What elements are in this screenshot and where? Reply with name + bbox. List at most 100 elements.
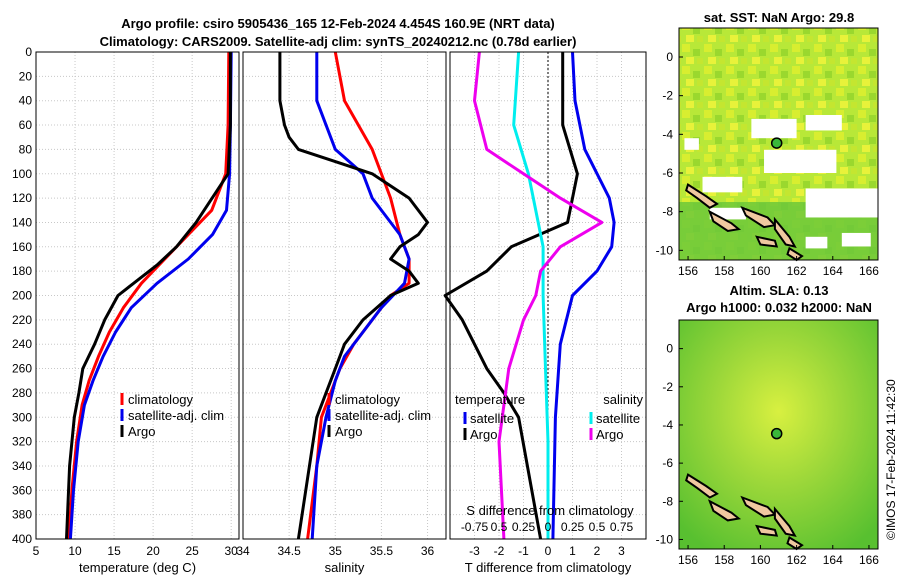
depth-tick-label: 140 <box>12 215 32 229</box>
x-tick-label: -2 <box>494 544 505 558</box>
x-tick-label: 35.5 <box>370 544 394 558</box>
missing-data-patch <box>841 232 871 247</box>
legend-label: satellite <box>470 411 514 426</box>
x-tick-label: -1 <box>518 544 529 558</box>
difference-panel: -3 -2 -1 0 1 2 3 S difference from climatology -… <box>443 51 647 575</box>
depth-tick-label: 120 <box>12 191 32 205</box>
land-island <box>685 183 719 209</box>
series-line <box>551 51 616 540</box>
lat-tick-label: -6 <box>662 456 673 470</box>
legend-label: Argo <box>335 424 362 439</box>
depth-tick-label: 0 <box>25 45 32 59</box>
lat-tick-label: -8 <box>662 205 673 219</box>
x-tick-label: 0 <box>545 544 552 558</box>
depth-tick-label: 260 <box>12 362 32 376</box>
argo-position-marker <box>770 137 783 149</box>
x-tick-label: -3 <box>469 544 480 558</box>
x-tick-label: 3 <box>618 544 625 558</box>
lon-tick-label: 156 <box>678 264 698 278</box>
missing-data-patch <box>709 207 746 220</box>
lon-tick-label: 166 <box>859 553 879 567</box>
x-tick-label: 1 <box>569 544 576 558</box>
sla-map: Altim. SLA: 0.13 Argo h1000: 0.032 h2000:… <box>656 283 880 567</box>
x-tick-label: 36 <box>421 544 435 558</box>
depth-tick-label: 200 <box>12 289 32 303</box>
land-island <box>755 524 779 537</box>
sst-map: sat. SST: NaN Argo: 29.8 156 158 160 162 164 1… <box>656 10 880 278</box>
legend-label: climatology <box>128 392 194 407</box>
missing-data-patch <box>805 188 878 218</box>
legend-label: satellite-adj. clim <box>128 408 224 423</box>
lat-tick-label: -2 <box>662 89 673 103</box>
map-frame <box>678 27 879 261</box>
missing-data-patch <box>751 118 797 139</box>
s-tick-label: 0.75 <box>610 520 634 534</box>
legend-title: salinity <box>603 392 643 407</box>
x-tick-label: 10 <box>68 544 82 558</box>
s-tick-label: -0.75 <box>461 520 489 534</box>
series-line <box>278 52 429 540</box>
land-island <box>707 499 742 522</box>
legend-label: climatology <box>335 392 401 407</box>
legend-label: satellite <box>596 411 640 426</box>
depth-tick-label: 240 <box>12 337 32 351</box>
x-tick-label: 34.5 <box>277 544 301 558</box>
sla-map-title-line2: Argo h1000: 0.032 h2000: NaN <box>686 300 872 315</box>
x-tick-label: 30 <box>225 544 239 558</box>
lon-tick-label: 162 <box>787 553 807 567</box>
depth-tick-label: 20 <box>19 69 33 83</box>
x-axis-label: salinity <box>325 560 365 575</box>
x-tick-label: 2 <box>594 544 601 558</box>
lat-tick-label: -2 <box>662 380 673 394</box>
s-tick-label: 0 <box>545 520 552 534</box>
depth-tick-label: 40 <box>19 94 33 108</box>
lon-tick-label: 160 <box>750 264 770 278</box>
lat-tick-label: -4 <box>662 127 673 141</box>
temperature-panel: 0 20 40 60 80 100 120 140 160 180 200 220 240 260 280 3… <box>12 45 240 575</box>
land-island <box>685 473 719 499</box>
legend-label: satellite-adj. clim <box>335 408 431 423</box>
s-axis-label: S difference from climatology <box>466 503 634 518</box>
series-line <box>473 51 604 540</box>
depth-tick-label: 400 <box>12 532 32 546</box>
x-tick-label: 20 <box>146 544 160 558</box>
s-tick-label: 0.25 <box>512 520 536 534</box>
x-tick-label: 15 <box>107 544 121 558</box>
missing-data-patch <box>702 176 743 193</box>
depth-tick-label: 80 <box>19 142 33 156</box>
depth-tick-label: 60 <box>19 118 33 132</box>
s-tick-label: 0.5 <box>589 520 606 534</box>
lon-tick-label: 164 <box>823 553 843 567</box>
series-line <box>68 51 233 540</box>
x-axis-label: T difference from climatology <box>465 560 632 575</box>
x-axis-label: temperature (deg C) <box>79 560 196 575</box>
x-tick-label: 35 <box>329 544 343 558</box>
legend-label: Argo <box>596 427 623 442</box>
lon-tick-label: 158 <box>714 264 734 278</box>
land-island <box>707 209 742 233</box>
land-island <box>773 216 797 248</box>
lon-tick-label: 158 <box>714 553 734 567</box>
legend-label: Argo <box>470 427 497 442</box>
depth-tick-label: 360 <box>12 483 32 497</box>
lon-tick-label: 156 <box>678 553 698 567</box>
lat-tick-label: -8 <box>662 494 673 508</box>
sla-map-title-line1: Altim. SLA: 0.13 <box>730 283 829 298</box>
x-tick-label: 5 <box>33 544 40 558</box>
series-line <box>443 52 579 540</box>
missing-data-patch <box>805 236 828 249</box>
lat-tick-label: -10 <box>656 532 674 546</box>
argo-position-marker <box>770 427 783 440</box>
legend-label: Argo <box>128 424 155 439</box>
depth-tick-label: 180 <box>12 264 32 278</box>
figure-title-line2: Climatology: CARS2009. Satellite-adj cli… <box>100 34 577 49</box>
depth-tick-label: 100 <box>12 167 32 181</box>
depth-tick-label: 380 <box>12 508 32 522</box>
series-line <box>310 52 411 540</box>
land-island <box>773 506 797 538</box>
x-tick-label: 34 <box>236 544 250 558</box>
legend-title: temperature <box>455 392 525 407</box>
depth-tick-label: 280 <box>12 386 32 400</box>
lon-tick-label: 164 <box>823 264 843 278</box>
